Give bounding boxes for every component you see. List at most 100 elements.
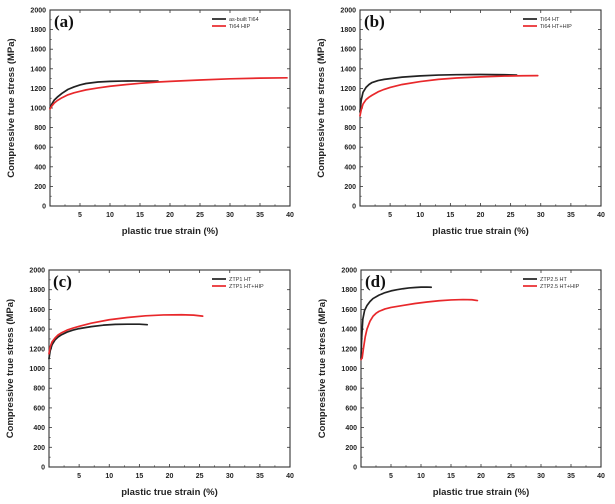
y-tick-label: 200 [33,445,45,452]
y-tick-label: 800 [33,386,45,393]
panel-a: 0 200 400 600 800 1000 1200 1400 1600 1800 2000 5 10… [6,8,294,238]
series-line-ti64-ht-hip [359,74,539,117]
y-tick-label: 2000 [341,268,357,275]
y-tick-label: 1600 [29,307,45,314]
x-tick-label: 30 [537,212,545,219]
x-tick-label: 40 [597,473,605,480]
y-tick-label: 0 [41,465,45,472]
y-tick-label: 1400 [340,66,356,73]
y-tick-label: 1200 [29,346,45,353]
x-tick-label: 10 [416,212,424,219]
y-tick-label: 600 [34,145,46,152]
y-tick-label: 1600 [341,307,357,314]
y-tick-label: 0 [42,204,46,211]
panel-label: (b) [364,12,385,31]
y-tick-label: 2000 [29,268,45,275]
y-tick-label: 800 [34,125,46,132]
series-line-ztp2-5-ht [360,286,433,360]
x-tick-label: 5 [78,212,82,219]
x-tick-label: 10 [105,473,113,480]
series-line-ztp2-5-ht-hip [360,298,479,361]
y-axis-label: Compressive true stress (MPa) [316,38,327,177]
legend-entry: Ti64 HT [540,17,560,23]
y-tick-label: 1200 [340,86,356,93]
y-tick-label: 1600 [30,47,46,54]
plot-frame [360,269,602,468]
x-tick-label: 35 [567,212,575,219]
y-tick-label: 2000 [30,8,46,15]
y-tick-label: 600 [344,145,356,152]
x-tick-label: 15 [446,212,454,219]
y-tick-label: 0 [352,204,356,211]
x-tick-label: 30 [226,473,234,480]
plot-frame [49,9,291,207]
y-tick-label: 600 [345,405,357,412]
y-tick-label: 1400 [341,327,357,334]
x-tick-label: 15 [135,473,143,480]
series-line-ztp1-ht [48,323,149,360]
panel-b: 0 200 400 600 800 1000 1200 1400 1600 1800 2000 5 10… [316,8,605,238]
panel-d: 0 200 400 600 800 1000 1200 1400 1600 1800 2000 5 10… [317,268,605,499]
legend-entry: ZTP2.5 HT [540,277,568,283]
y-tick-label: 1800 [341,287,357,294]
y-tick-label: 1800 [29,287,45,294]
y-tick-label: 1400 [29,327,45,334]
series-line-ti64-hip [49,76,288,110]
series-line-ti64-ht [359,73,518,113]
x-tick-label: 40 [286,473,294,480]
y-tick-label: 2000 [340,8,356,15]
legend-entry: Ti64 HIP [229,24,251,30]
legend-entry: ZTP2.5 HT+HIP [540,284,580,290]
x-tick-label: 30 [226,212,234,219]
x-tick-label: 25 [196,473,204,480]
x-tick-label: 20 [477,212,485,219]
y-tick-label: 800 [344,125,356,132]
x-tick-label: 20 [477,473,485,480]
x-tick-label: 15 [447,473,455,480]
x-tick-label: 15 [136,212,144,219]
y-tick-label: 400 [344,164,356,171]
y-tick-label: 1800 [340,27,356,34]
legend-entry: ZTP1 HT [229,277,252,283]
y-tick-label: 400 [33,425,45,432]
y-tick-label: 200 [345,445,357,452]
y-axis-label: Compressive true stress (MPa) [6,38,17,177]
x-tick-label: 30 [537,473,545,480]
y-tick-label: 0 [353,465,357,472]
y-axis-label: Compressive true stress (MPa) [5,299,16,438]
plot-frame [48,269,291,468]
y-tick-label: 1200 [341,346,357,353]
x-tick-label: 5 [389,473,393,480]
x-axis-label: plastic true strain (%) [121,487,218,498]
y-tick-label: 1000 [340,106,356,113]
y-tick-label: 1000 [30,106,46,113]
x-tick-label: 20 [166,212,174,219]
y-tick-label: 600 [33,405,45,412]
y-tick-label: 1400 [30,66,46,73]
y-tick-label: 1200 [30,86,46,93]
y-tick-label: 200 [34,184,46,191]
y-tick-label: 1800 [30,27,46,34]
y-tick-label: 1000 [29,366,45,373]
y-tick-label: 200 [344,184,356,191]
y-axis-label: Compressive true stress (MPa) [317,299,328,438]
y-tick-label: 400 [345,425,357,432]
x-tick-label: 25 [507,212,515,219]
x-axis-label: plastic true strain (%) [432,226,529,237]
x-tick-label: 40 [597,212,605,219]
x-tick-label: 35 [256,212,264,219]
series-line-ztp1-ht-hip [48,313,204,355]
panel-label: (c) [53,272,72,291]
y-tick-label: 400 [34,164,46,171]
x-tick-label: 5 [388,212,392,219]
x-axis-label: plastic true strain (%) [433,487,530,498]
x-tick-label: 10 [106,212,114,219]
x-axis-label: plastic true strain (%) [122,226,219,237]
y-tick-label: 800 [345,386,357,393]
panel-c: 0 200 400 600 800 1000 1200 1400 1600 1800 2000 5 10… [5,268,294,499]
x-tick-label: 35 [256,473,264,480]
x-tick-label: 10 [417,473,425,480]
x-tick-label: 20 [166,473,174,480]
x-tick-label: 35 [567,473,575,480]
